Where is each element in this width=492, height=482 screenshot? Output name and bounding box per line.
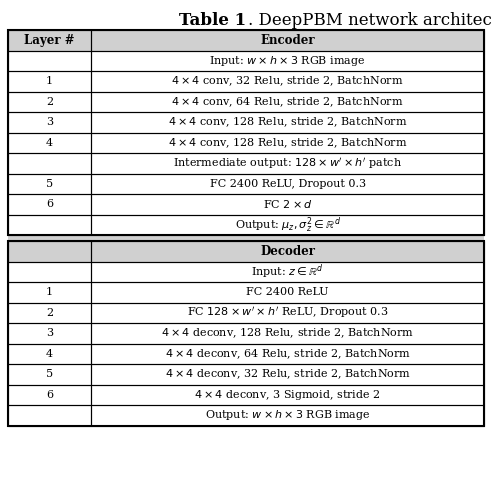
Bar <box>92 385 484 405</box>
Bar <box>92 153 484 174</box>
Bar <box>92 194 484 214</box>
Text: 1: 1 <box>46 76 53 86</box>
Bar <box>92 30 484 51</box>
Bar <box>8 405 484 426</box>
Bar <box>8 364 92 385</box>
Text: . DeepPBM network architecture.: . DeepPBM network architecture. <box>248 12 492 29</box>
Bar <box>92 71 484 92</box>
Bar <box>8 323 92 344</box>
Bar <box>92 405 484 426</box>
Bar <box>92 344 484 364</box>
Bar <box>8 30 484 235</box>
Text: Input: $z \in \mathbb{R}^d$: Input: $z \in \mathbb{R}^d$ <box>251 263 324 281</box>
Text: 5: 5 <box>46 179 53 189</box>
Bar <box>8 92 92 112</box>
Bar <box>8 51 484 71</box>
Bar <box>92 303 484 323</box>
Bar <box>8 71 92 92</box>
Bar <box>8 214 92 235</box>
Bar <box>8 112 484 133</box>
Text: FC $128 \times w^{\prime} \times h^{\prime}$ ReLU, Dropout 0.3: FC $128 \times w^{\prime} \times h^{\pri… <box>187 305 389 320</box>
Text: Table 1: Table 1 <box>179 12 246 29</box>
Bar <box>92 51 484 71</box>
Text: 1: 1 <box>46 287 53 297</box>
Text: Decoder: Decoder <box>260 245 315 258</box>
Bar <box>8 344 484 364</box>
Bar <box>92 262 484 282</box>
Bar <box>8 303 92 323</box>
Text: 4: 4 <box>46 349 53 359</box>
Text: 5: 5 <box>46 369 53 379</box>
Text: $4 \times 4$ deconv, 64 Relu, stride 2, BatchNorm: $4 \times 4$ deconv, 64 Relu, stride 2, … <box>165 347 411 361</box>
Text: Encoder: Encoder <box>260 34 315 47</box>
Bar <box>92 241 484 262</box>
Bar <box>8 71 484 92</box>
Bar <box>92 174 484 194</box>
Text: Layer #: Layer # <box>25 34 75 47</box>
Bar <box>8 241 92 262</box>
Bar <box>92 323 484 344</box>
Text: $4 \times 4$ conv, 32 Relu, stride 2, BatchNorm: $4 \times 4$ conv, 32 Relu, stride 2, Ba… <box>171 74 404 88</box>
Text: 4: 4 <box>46 138 53 148</box>
Bar <box>8 194 484 214</box>
Text: $4 \times 4$ conv, 64 Relu, stride 2, BatchNorm: $4 \times 4$ conv, 64 Relu, stride 2, Ba… <box>171 95 404 108</box>
Bar <box>92 112 484 133</box>
Bar <box>8 241 484 426</box>
Bar <box>92 133 484 153</box>
Text: Output: $\mu_z, \sigma_z^2 \in \mathbb{R}^d$: Output: $\mu_z, \sigma_z^2 \in \mathbb{R… <box>235 215 340 235</box>
Bar <box>8 112 92 133</box>
Bar <box>8 92 484 112</box>
Text: Intermediate output: $128 \times w^{\prime} \times h^{\prime}$ patch: Intermediate output: $128 \times w^{\pri… <box>173 156 402 171</box>
Bar <box>92 92 484 112</box>
Text: $4 \times 4$ deconv, 32 Relu, stride 2, BatchNorm: $4 \times 4$ deconv, 32 Relu, stride 2, … <box>165 367 411 381</box>
Text: FC $2 \times d$: FC $2 \times d$ <box>263 198 312 210</box>
Text: $4 \times 4$ conv, 128 Relu, stride 2, BatchNorm: $4 \times 4$ conv, 128 Relu, stride 2, B… <box>168 136 407 149</box>
Bar <box>8 153 92 174</box>
Bar <box>8 262 92 282</box>
Bar <box>8 303 484 323</box>
Text: Output: $w \times h \times 3$ RGB image: Output: $w \times h \times 3$ RGB image <box>205 408 370 422</box>
Text: 6: 6 <box>46 390 53 400</box>
Bar <box>8 364 484 385</box>
Bar <box>8 282 92 303</box>
Bar <box>8 30 92 51</box>
Text: 2: 2 <box>46 308 53 318</box>
Bar <box>8 133 92 153</box>
Bar <box>8 51 92 71</box>
Bar <box>92 364 484 385</box>
Bar <box>8 385 92 405</box>
Text: Input: $w \times h \times 3$ RGB image: Input: $w \times h \times 3$ RGB image <box>210 54 366 68</box>
Bar <box>8 30 484 51</box>
Bar <box>8 194 92 214</box>
Text: 6: 6 <box>46 199 53 209</box>
Bar <box>8 282 484 303</box>
Text: 3: 3 <box>46 117 53 127</box>
Text: 3: 3 <box>46 328 53 338</box>
Bar <box>8 214 484 235</box>
Bar <box>8 344 92 364</box>
Bar <box>8 174 484 194</box>
Bar <box>8 153 484 174</box>
Bar <box>92 214 484 235</box>
Bar <box>8 133 484 153</box>
Text: 2: 2 <box>46 97 53 107</box>
Bar <box>8 235 484 241</box>
Bar <box>8 385 484 405</box>
Text: $4 \times 4$ conv, 128 Relu, stride 2, BatchNorm: $4 \times 4$ conv, 128 Relu, stride 2, B… <box>168 116 407 129</box>
Bar <box>8 174 92 194</box>
Text: FC 2400 ReLU: FC 2400 ReLU <box>246 287 329 297</box>
Bar <box>8 405 92 426</box>
Bar <box>92 282 484 303</box>
Text: $4 \times 4$ deconv, 3 Sigmoid, stride 2: $4 \times 4$ deconv, 3 Sigmoid, stride 2 <box>194 388 381 402</box>
Bar <box>8 262 484 282</box>
Text: $4 \times 4$ deconv, 128 Relu, stride 2, BatchNorm: $4 \times 4$ deconv, 128 Relu, stride 2,… <box>161 326 414 340</box>
Text: FC 2400 ReLU, Dropout 0.3: FC 2400 ReLU, Dropout 0.3 <box>210 179 366 189</box>
Bar <box>8 241 484 262</box>
Bar <box>8 323 484 344</box>
